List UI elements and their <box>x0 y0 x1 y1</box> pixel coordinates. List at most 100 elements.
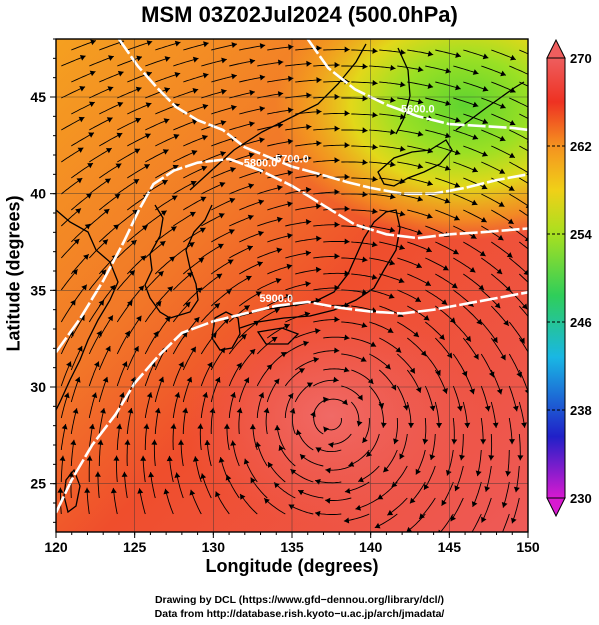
streamline-arrow <box>500 70 506 77</box>
streamline-arrow <box>190 180 197 187</box>
streamline-arrow <box>133 346 139 352</box>
streamline <box>519 49 528 55</box>
streamline-arrow <box>454 117 461 123</box>
streamline-arrow <box>163 118 170 124</box>
contour-label: 5900.0 <box>259 293 293 305</box>
streamline-arrow <box>509 87 516 93</box>
streamline-arrow <box>154 407 161 414</box>
streamline-arrow <box>199 227 206 233</box>
streamline-arrow <box>127 408 134 414</box>
y-tick-label: 45 <box>30 89 46 105</box>
streamline-arrow <box>166 455 173 462</box>
streamline-arrow <box>79 86 86 92</box>
streamline-arrow <box>249 89 255 96</box>
streamline-arrow <box>200 473 207 479</box>
streamline-arrow <box>121 471 128 477</box>
streamline <box>440 513 454 532</box>
streamline-arrow <box>171 195 178 201</box>
streamline-arrow <box>107 86 114 92</box>
streamline-arrow <box>429 454 436 460</box>
streamline <box>471 513 482 532</box>
streamline-arrow <box>266 364 273 370</box>
streamline-arrow <box>79 315 85 321</box>
streamline-arrow <box>400 113 406 120</box>
streamline-arrow <box>135 117 141 124</box>
streamline-arrow <box>532 287 538 293</box>
streamline-arrow <box>94 471 101 477</box>
streamline-arrow <box>146 40 153 46</box>
streamline-arrow <box>453 215 460 221</box>
coastlines <box>56 43 525 514</box>
streamline-arrow <box>230 440 237 446</box>
streamline-arrow <box>316 77 322 84</box>
streamline-arrow <box>230 167 236 173</box>
streamline-arrow <box>153 331 159 337</box>
streamline-arrow <box>248 183 254 189</box>
streamline-arrow <box>305 219 312 225</box>
streamline-arrow <box>274 425 281 431</box>
streamline-arrow <box>229 197 236 204</box>
streamline-arrow <box>524 389 528 394</box>
streamline-arrow <box>315 479 321 485</box>
streamline-arrow <box>442 388 448 394</box>
streamline-arrow <box>143 423 150 429</box>
streamline-arrow <box>140 455 147 461</box>
streamline-arrow <box>240 494 246 500</box>
streamline-arrow <box>503 320 509 326</box>
streamline-arrow <box>343 366 350 373</box>
streamline-arrow <box>284 323 290 330</box>
streamline-arrow <box>209 407 216 414</box>
streamline-arrow <box>481 183 488 190</box>
streamline-arrow <box>146 71 152 77</box>
streamline-arrow <box>191 150 198 156</box>
streamline-arrow <box>492 336 498 343</box>
streamline-arrow <box>287 201 293 208</box>
streamline-arrow <box>192 88 199 94</box>
streamline-arrow <box>435 369 441 376</box>
streamline-arrow <box>475 470 482 477</box>
streamline-arrow <box>509 439 515 445</box>
streamline-arrow <box>334 347 340 354</box>
x-tick-label: 125 <box>123 539 147 555</box>
streamline-arrow <box>113 455 120 461</box>
streamline-arrow <box>275 278 282 284</box>
streamline-arrow <box>243 458 250 465</box>
streamline-arrow <box>537 121 543 126</box>
credits: Drawing by DCL (https://www.gfd−dennou.o… <box>0 593 599 621</box>
streamline-arrow <box>170 423 177 429</box>
streamline-arrow <box>135 86 142 93</box>
streamline-arrow <box>61 424 68 430</box>
streamline-arrow <box>501 502 508 508</box>
streamline-arrow <box>523 269 528 276</box>
streamline-arrow <box>192 456 199 462</box>
streamline-arrow <box>285 294 292 300</box>
streamline-arrow <box>259 74 266 81</box>
streamline-arrow <box>255 441 261 448</box>
streamline-arrow <box>124 439 131 445</box>
streamline-arrow <box>358 476 364 483</box>
streamline-arrow <box>459 454 465 461</box>
streamline-arrow <box>449 317 456 323</box>
streamline-arrow <box>465 335 471 342</box>
streamline-arrow <box>415 296 421 302</box>
colorbar-tick-label: 270 <box>570 51 592 66</box>
streamline-arrow <box>178 361 184 368</box>
streamline-arrow <box>325 467 331 474</box>
streamline-arrow <box>390 161 396 168</box>
streamline-arrow <box>390 129 396 136</box>
streamline-arrow <box>277 185 283 191</box>
streamline-arrow <box>417 195 423 202</box>
streamline-arrow <box>164 87 170 93</box>
streamline-arrow <box>74 376 81 383</box>
streamline-arrow <box>148 472 155 478</box>
streamline-arrow <box>480 217 487 223</box>
colorbar-tick-label: 254 <box>570 227 592 242</box>
streamline-arrow <box>259 43 266 49</box>
streamline-arrow <box>409 367 415 374</box>
contour-label: 5600.0 <box>401 103 435 115</box>
streamline-arrow <box>387 509 394 516</box>
streamline-arrow <box>155 301 162 307</box>
streamline-arrow <box>250 477 256 484</box>
streamline-arrow <box>258 392 264 399</box>
streamline-arrow <box>423 315 430 321</box>
